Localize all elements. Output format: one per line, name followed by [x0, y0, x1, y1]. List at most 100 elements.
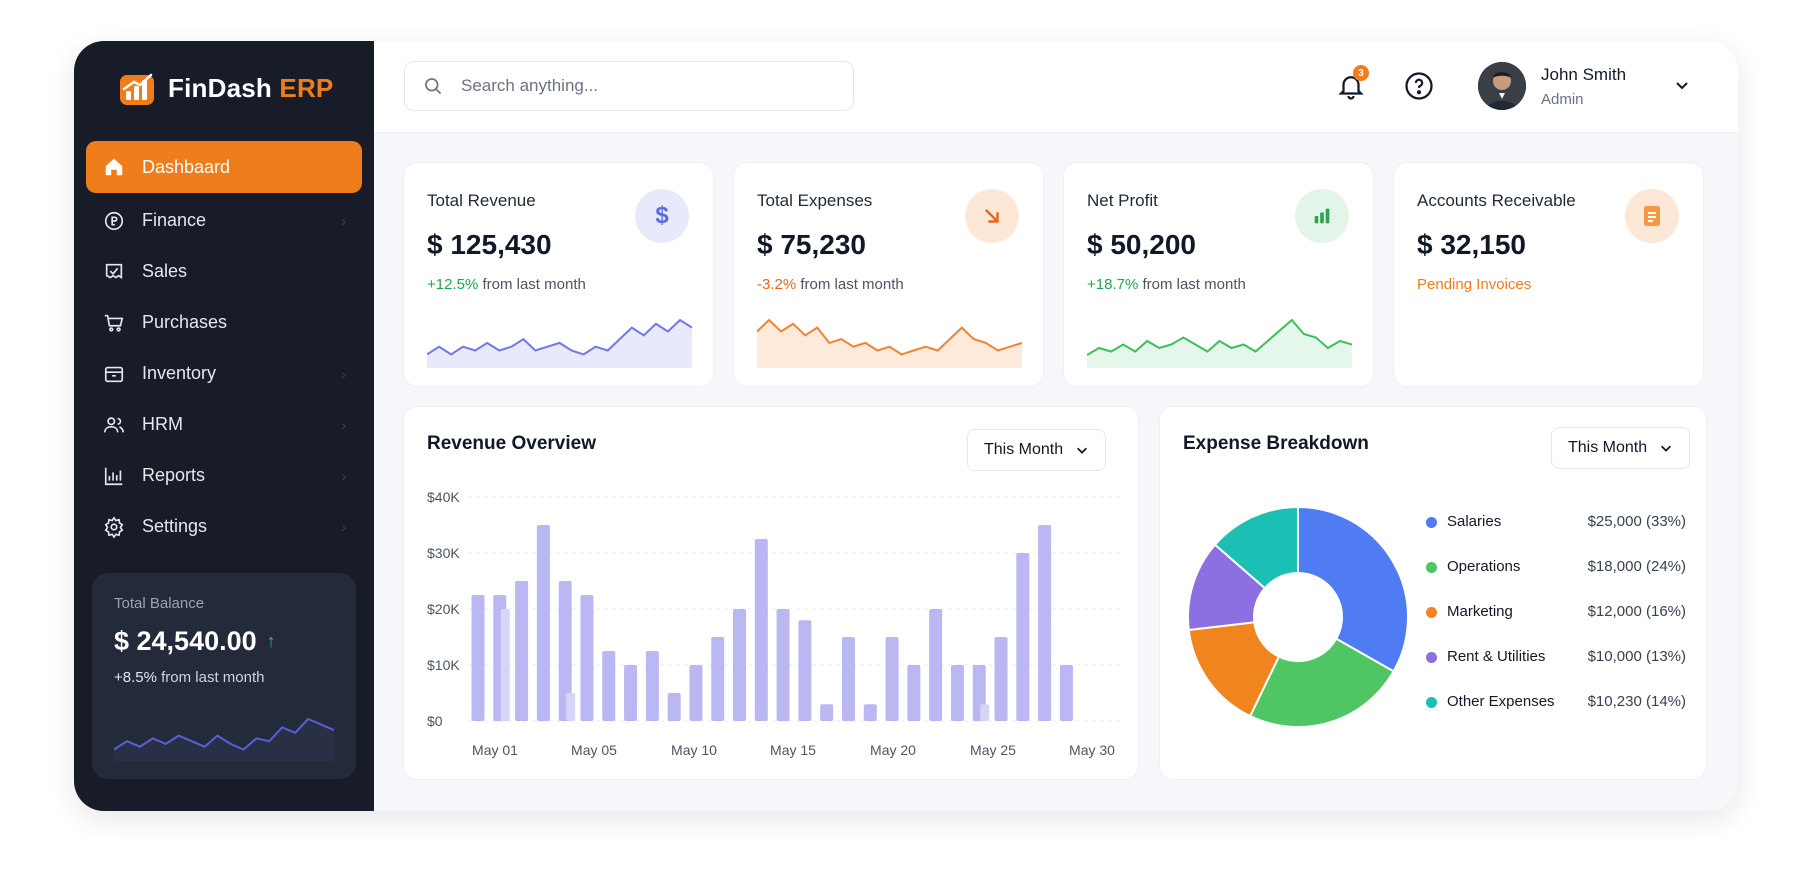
expense-breakdown-panel: Expense Breakdown This Month Salaries $25…	[1159, 406, 1707, 780]
sales-icon	[102, 260, 126, 284]
balance-change: +8.5% from last month	[114, 669, 265, 686]
legend-value: $10,230 (14%)	[1587, 693, 1686, 710]
brand-logo-icon	[120, 73, 154, 105]
legend-item: Salaries $25,000 (33%)	[1426, 511, 1686, 556]
sparkline-area	[757, 320, 1022, 368]
sidebar-nav: Dashbaard Finance › Sales Purchases	[86, 141, 362, 552]
y-tick-label: $10K	[427, 657, 460, 673]
chevron-down-icon	[1661, 445, 1672, 452]
sidebar-item-sales[interactable]: Sales	[86, 246, 362, 297]
revenue-bar	[624, 665, 638, 721]
x-tick-label: May 05	[571, 742, 617, 758]
x-tick-label: May 01	[472, 742, 518, 758]
revenue-bar	[645, 651, 659, 721]
donut-slice	[1297, 505, 1409, 673]
chevron-down-icon	[1077, 447, 1088, 454]
panel-title: Revenue Overview	[427, 433, 596, 454]
balance-sparkline	[114, 717, 334, 761]
help-icon[interactable]	[1404, 71, 1434, 101]
legend-label: Operations	[1447, 558, 1521, 575]
sidebar-item-label: Dashbaard	[142, 156, 231, 177]
sidebar-item-label: Sales	[142, 261, 188, 281]
brand[interactable]: FinDash ERP	[118, 68, 333, 108]
stat-change: Pending Invoices	[1417, 276, 1531, 293]
legend-value: $10,000 (13%)	[1587, 648, 1686, 665]
stat-value: $ 75,230	[757, 229, 866, 260]
revenue-bar-secondary	[500, 609, 510, 721]
stat-change: +12.5% from last month	[427, 276, 586, 293]
chevron-right-icon: ›	[341, 518, 346, 535]
y-tick-label: $40K	[427, 489, 460, 505]
revenue-bar	[863, 704, 877, 721]
sidebar-item-purchases[interactable]: Purchases	[86, 297, 362, 348]
revenue-bar	[1016, 553, 1030, 721]
user-role: Admin	[1541, 91, 1584, 108]
revenue-bar	[515, 581, 529, 721]
search-icon	[425, 78, 442, 95]
stat-value: $ 125,430	[427, 229, 552, 260]
stat-card-total-expenses: Total Expenses $ 75,230 -3.2% from last …	[733, 162, 1044, 387]
expense-donut-chart	[1187, 505, 1409, 728]
chevron-right-icon: ›	[341, 467, 346, 484]
sidebar-item-reports[interactable]: Reports ›	[86, 450, 362, 501]
search-input[interactable]	[461, 76, 821, 96]
revenue-bar	[1038, 525, 1052, 721]
legend-label: Rent & Utilities	[1447, 648, 1546, 665]
legend-item: Operations $18,000 (24%)	[1426, 556, 1686, 601]
balance-value: $ 24,540.00 ↑	[114, 626, 276, 656]
app-window: FinDash ERP Dashbaard Finance › Sal	[74, 41, 1738, 811]
sidebar-item-finance[interactable]: Finance ›	[86, 195, 362, 246]
top-bar: 3 John Smith Admin	[374, 41, 1738, 133]
legend-label: Marketing	[1447, 603, 1513, 620]
sparkline-line	[427, 318, 692, 356]
cart-icon	[102, 311, 126, 335]
sidebar-item-inventory[interactable]: Inventory ›	[86, 348, 362, 399]
stat-value: $ 50,200	[1087, 229, 1196, 260]
stat-card-accounts-receivable: Accounts Receivable $ 32,150 Pending Inv…	[1393, 162, 1704, 387]
panel-title: Expense Breakdown	[1183, 433, 1369, 454]
stat-title: Total Expenses	[757, 191, 873, 210]
expense-period-dropdown[interactable]: This Month	[1551, 427, 1691, 469]
legend-dot	[1426, 562, 1437, 573]
sidebar-item-dashboard[interactable]: Dashbaard	[86, 141, 362, 193]
avatar[interactable]	[1478, 62, 1526, 110]
legend-dot	[1426, 652, 1437, 663]
x-tick-label: May 10	[671, 742, 717, 758]
revenue-bar	[754, 539, 768, 721]
revenue-bar	[733, 609, 747, 721]
user-name[interactable]: John Smith	[1541, 65, 1627, 84]
revenue-bar	[1059, 665, 1073, 721]
legend-value: $18,000 (24%)	[1587, 558, 1686, 575]
sparkline-area	[1087, 320, 1352, 368]
sparkline-line	[757, 318, 1022, 356]
finance-icon	[102, 209, 126, 233]
stat-title: Net Profit	[1087, 191, 1158, 210]
legend-value: $25,000 (33%)	[1587, 513, 1686, 530]
chevron-right-icon: ›	[341, 416, 346, 433]
x-tick-label: May 15	[770, 742, 816, 758]
sidebar-item-label: Finance	[142, 210, 207, 230]
users-icon	[102, 413, 126, 437]
invoice-icon	[1625, 189, 1679, 243]
sidebar-item-hrm[interactable]: HRM ›	[86, 399, 362, 450]
revenue-period-dropdown[interactable]: This Month	[967, 429, 1107, 471]
chevron-right-icon: ›	[341, 212, 346, 229]
legend-item: Rent & Utilities $10,000 (13%)	[1426, 646, 1686, 691]
bar-chart-icon	[1295, 189, 1349, 243]
legend-label: Salaries	[1447, 513, 1502, 530]
search-box[interactable]	[404, 61, 854, 111]
sidebar: FinDash ERP Dashbaard Finance › Sal	[74, 41, 374, 811]
legend-item: Marketing $12,000 (16%)	[1426, 601, 1686, 646]
sidebar-item-settings[interactable]: Settings ›	[86, 501, 362, 552]
pending-invoices-label: Pending Invoices	[1417, 276, 1532, 293]
revenue-overview-panel: Revenue Overview This Month $40K $30K $20K…	[403, 406, 1139, 780]
chevron-down-icon[interactable]	[1674, 77, 1690, 93]
x-tick-label: May 30	[1069, 742, 1115, 758]
revenue-bar	[471, 595, 485, 721]
revenue-bar	[558, 581, 572, 721]
donut-slice	[1248, 637, 1395, 728]
chevron-right-icon: ›	[341, 365, 346, 382]
stat-title: Accounts Receivable	[1417, 191, 1576, 210]
sidebar-item-label: Reports	[142, 465, 206, 485]
user-photo	[1478, 62, 1526, 110]
